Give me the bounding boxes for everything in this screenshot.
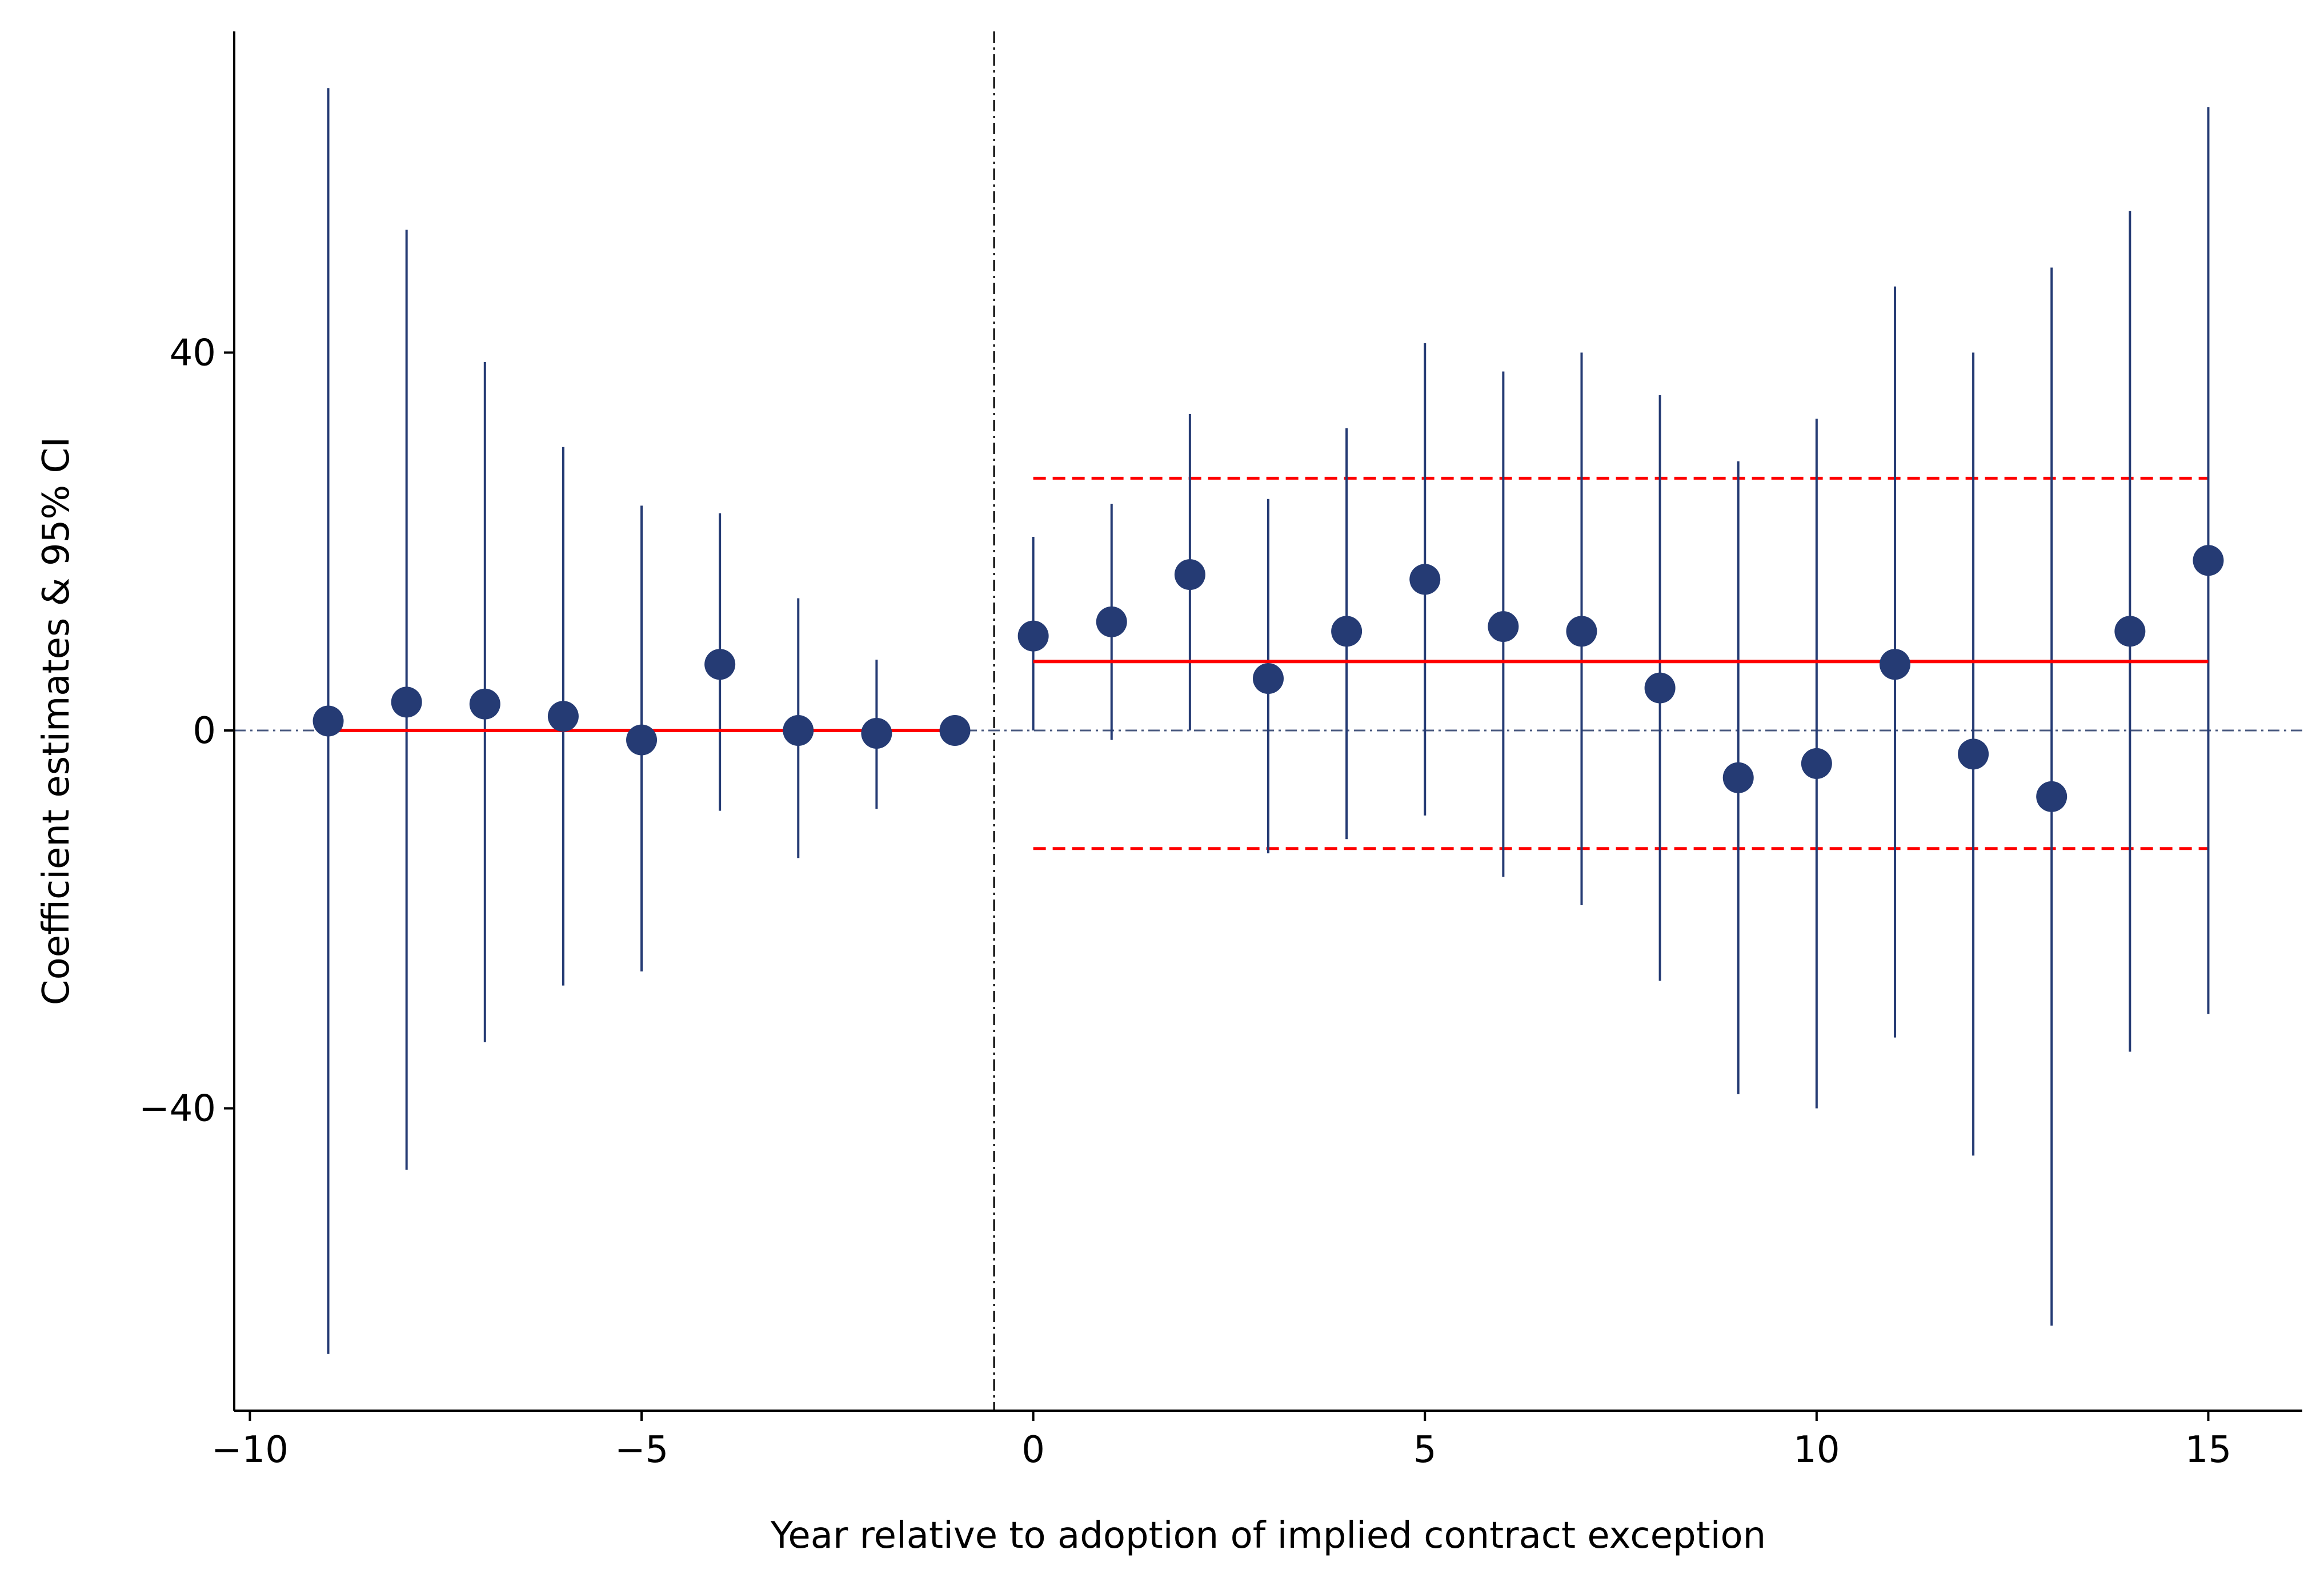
- data-point-12: [1253, 663, 1284, 694]
- data-point-0: [312, 705, 344, 737]
- data-point-22: [2036, 781, 2067, 812]
- x-tick-label-1: −5: [615, 1429, 668, 1471]
- x-tick-label-4: 10: [1793, 1429, 1840, 1471]
- data-point-19: [1801, 748, 1832, 779]
- x-ticks: −10 −5 0 5 10 15: [211, 1411, 2231, 1471]
- data-point-1: [391, 686, 422, 718]
- data-point-18: [1722, 762, 1754, 793]
- data-point-15: [1488, 611, 1519, 643]
- x-tick-label-0: −10: [211, 1429, 289, 1471]
- data-point-23: [2114, 616, 2146, 647]
- y-tick-label-2: 40: [170, 332, 216, 374]
- y-axis-label: Coefficient estimates & 95% CI: [35, 437, 78, 1005]
- data-point-13: [1331, 616, 1363, 647]
- axes: [233, 31, 2302, 1412]
- x-tick-label-2: 0: [1021, 1429, 1045, 1471]
- x-axis-label: Year relative to adoption of implied con…: [770, 1515, 1766, 1557]
- data-point-2: [469, 688, 500, 720]
- data-point-4: [626, 724, 658, 756]
- data-point-8: [939, 715, 971, 746]
- data-points: [312, 545, 2224, 812]
- data-point-17: [1644, 672, 1676, 704]
- data-point-24: [2193, 545, 2224, 576]
- data-point-11: [1174, 559, 1205, 591]
- y-tick-label-1: 0: [193, 710, 216, 752]
- x-tick-label-3: 5: [1413, 1429, 1437, 1471]
- data-point-6: [783, 715, 814, 746]
- data-point-7: [861, 718, 892, 749]
- x-tick-label-5: 15: [2185, 1429, 2231, 1471]
- data-point-16: [1566, 616, 1597, 647]
- data-point-3: [547, 701, 579, 732]
- error-bars: [327, 88, 2210, 1354]
- data-point-21: [1958, 738, 1989, 770]
- data-point-20: [1879, 649, 1910, 680]
- data-point-14: [1409, 564, 1441, 595]
- data-point-5: [704, 649, 736, 680]
- data-point-9: [1017, 620, 1049, 652]
- y-ticks: −40 0 40: [139, 332, 234, 1130]
- data-point-10: [1096, 606, 1127, 637]
- y-tick-label-0: −40: [139, 1088, 216, 1130]
